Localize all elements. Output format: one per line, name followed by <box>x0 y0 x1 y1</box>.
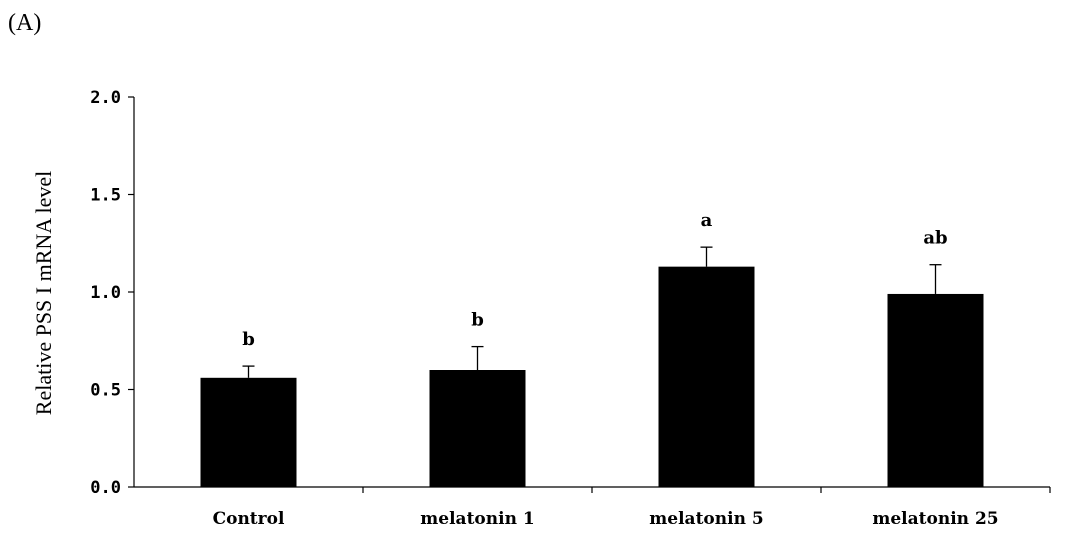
significance-label: b <box>471 310 484 331</box>
y-tick-label: 1.0 <box>90 283 121 303</box>
x-category-label: melatonin 25 <box>872 509 998 529</box>
bar <box>200 377 297 487</box>
significance-label: b <box>242 329 255 350</box>
x-category-label: melatonin 1 <box>420 509 534 529</box>
bar <box>887 293 984 487</box>
x-category-label: melatonin 5 <box>649 509 763 529</box>
y-tick-label: 1.5 <box>90 186 121 206</box>
panel-label: (A) <box>8 10 42 36</box>
y-tick-label: 0.5 <box>90 381 121 401</box>
x-category-label: Control <box>213 509 285 529</box>
y-tick-label: 2.0 <box>90 88 121 108</box>
y-axis-title: Relative PSS I mRNA level <box>31 171 56 415</box>
bar <box>658 266 755 487</box>
bars: b Control b melatonin 1 a melatonin 5 ab melato… <box>200 210 999 529</box>
y-tick-label: 0.0 <box>90 478 121 498</box>
bar <box>429 370 526 487</box>
significance-label: ab <box>923 228 947 249</box>
significance-label: a <box>701 210 713 231</box>
